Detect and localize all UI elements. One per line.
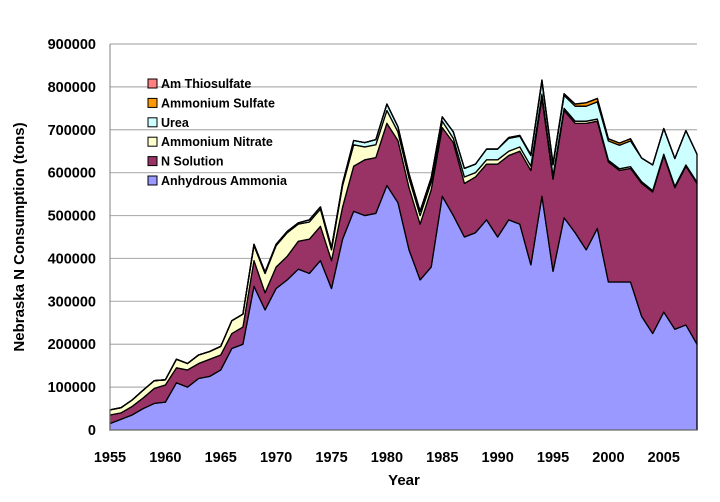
y-tick-label: 100000 — [48, 380, 96, 396]
y-tick-label: 500000 — [48, 209, 96, 225]
legend-label-n-solution: N Solution — [161, 155, 224, 169]
x-tick-label: 1990 — [482, 450, 514, 466]
y-tick-label: 700000 — [48, 123, 96, 139]
legend-label-ammonium-sulfate: Ammonium Sulfate — [161, 96, 275, 110]
x-tick-label: 1970 — [260, 450, 292, 466]
legend-swatch-am-thiosulfate — [147, 78, 158, 89]
legend-swatch-n-solution — [147, 156, 158, 167]
y-tick-label: 300000 — [48, 294, 96, 310]
y-tick-label: 600000 — [48, 166, 96, 182]
x-tick-labels: 1955 1960 1965 1970 1975 1980 1985 1990 1995 2000… — [94, 450, 680, 466]
y-axis-title: Nebraska N Consumption (tons) — [11, 122, 28, 351]
x-tick-label: 2005 — [648, 450, 680, 466]
y-tick-labels: 0 100000 200000 300000 400000 500000 600000 700… — [48, 37, 96, 439]
legend-swatch-ammonium-sulfate — [147, 97, 158, 108]
x-tick-label: 1955 — [94, 450, 126, 466]
x-axis-title: Year — [388, 472, 420, 489]
legend-label-am-thiosulfate: Am Thiosulfate — [161, 77, 251, 91]
area-am-thiosulfate — [109, 79, 698, 411]
legend: Am Thiosulfate Ammonium Sulfate Urea Ammoni… — [147, 77, 288, 188]
y-tick-label: 200000 — [48, 337, 96, 353]
axes — [109, 44, 697, 431]
y-tick-label: 0 — [88, 423, 96, 439]
x-tick-label: 1980 — [371, 450, 403, 466]
legend-label-ammonium-nitrate: Ammonium Nitrate — [161, 135, 273, 149]
x-tick-label: 1965 — [205, 450, 237, 466]
x-tick-label: 1985 — [426, 450, 458, 466]
legend-swatch-urea — [147, 117, 158, 128]
y-tick-label: 900000 — [48, 37, 96, 53]
x-tick-label: 1960 — [149, 450, 181, 466]
y-tick-label: 400000 — [48, 251, 96, 267]
legend-label-urea: Urea — [161, 116, 190, 130]
legend-swatch-ammonium-nitrate — [147, 136, 158, 147]
legend-label-anhydrous-ammonia: Anhydrous Ammonia — [161, 174, 288, 188]
x-tick-label: 1975 — [315, 450, 347, 466]
x-tick-label: 2000 — [592, 450, 624, 466]
y-tick-label: 800000 — [48, 80, 96, 96]
x-tick-label: 1995 — [537, 450, 569, 466]
area-series — [109, 79, 698, 431]
legend-swatch-anhydrous-ammonia — [147, 175, 158, 186]
